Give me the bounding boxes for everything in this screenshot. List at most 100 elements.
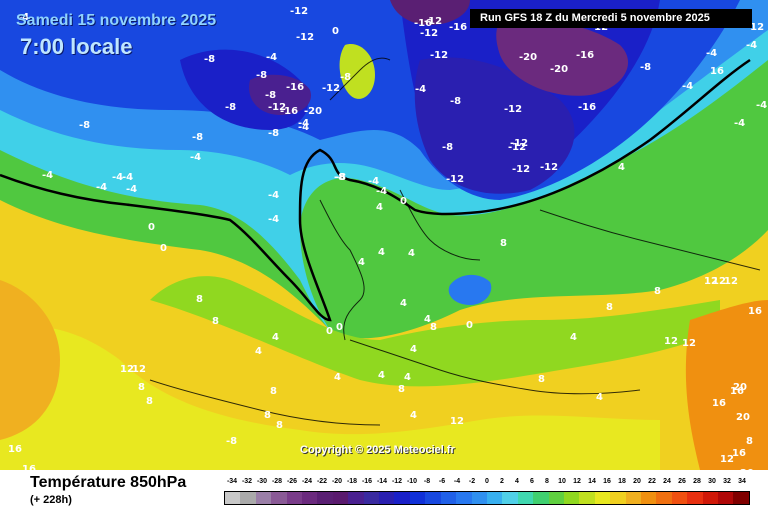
black-sea-blob xyxy=(448,274,492,305)
isotherm-label: 4 xyxy=(378,247,385,258)
legend-tick: 20 xyxy=(633,478,641,485)
legend-swatch xyxy=(563,492,580,504)
legend-swatch xyxy=(255,492,272,504)
legend-swatch xyxy=(594,492,611,504)
legend-tick: -18 xyxy=(346,478,358,485)
isotherm-label: 0 xyxy=(466,320,473,331)
legend-tick: -2 xyxy=(468,478,476,485)
isotherm-label: -4 xyxy=(112,172,123,183)
zero-isotherm xyxy=(0,58,751,322)
legend-swatch xyxy=(471,492,487,504)
isotherm-label: -12 xyxy=(290,6,308,17)
isotherm-label: 16 xyxy=(732,448,746,459)
isotherm-label: -4 xyxy=(42,170,53,181)
legend-tick: 22 xyxy=(648,478,656,485)
isotherm-label: -12 xyxy=(268,102,286,113)
isotherm-label: 12 xyxy=(664,336,678,347)
isotherm-label: 12 xyxy=(120,364,134,375)
isotherm-label: 16 xyxy=(712,398,726,409)
legend-tick: -6 xyxy=(438,478,446,485)
legend-tick: -20 xyxy=(331,478,343,485)
isotherm-label: 12 xyxy=(682,338,696,349)
isotherm-label: -4 xyxy=(298,118,309,129)
isotherm-label: 20 xyxy=(740,468,754,470)
isotherm-label: -4 xyxy=(415,84,426,95)
legend-ticks: -34 -32 -30 -28 -26 -24 -22 -20 -18 -16 -14 -12 -10-… xyxy=(224,478,750,490)
isotherm-label: -8 xyxy=(225,102,236,113)
isotherm-label: -12 xyxy=(508,142,526,153)
isotherm-label: -4 xyxy=(368,176,379,187)
isotherm-label: 8 xyxy=(398,384,405,395)
color-legend: -34 -32 -30 -28 -26 -24 -22 -20 -18 -16 -14 -12 -10-… xyxy=(224,478,750,508)
isotherm-label: 8 xyxy=(264,410,271,421)
isotherm-label: -4 xyxy=(734,118,745,129)
isotherm-label: -12 xyxy=(512,164,530,175)
isotherm-label: 8 xyxy=(270,386,277,397)
field-orange-west xyxy=(0,280,60,440)
legend-swatch xyxy=(409,492,426,504)
isotherm-label: 4 xyxy=(334,372,341,383)
legend-swatch xyxy=(379,492,395,504)
footer: Température 850hPa (+ 228h) -34 -32 -30 -28… xyxy=(0,470,768,512)
legend-tick: -12 xyxy=(391,478,403,485)
legend-tick: -30 xyxy=(256,478,268,485)
isotherm-label: 8 xyxy=(276,420,283,431)
isotherm-label: 12 xyxy=(704,276,718,287)
isotherm-label: 4 xyxy=(378,370,385,381)
isotherm-label: -20 xyxy=(550,64,568,75)
legend-swatch xyxy=(440,492,457,504)
isotherm-label: 4 xyxy=(596,392,603,403)
legend-swatch xyxy=(656,492,672,504)
forecast-date: Samedi 15 novembre 2025 xyxy=(16,12,217,29)
legend-swatch xyxy=(671,492,688,504)
legend-swatch xyxy=(640,492,657,504)
isotherm-label: 8 xyxy=(746,436,753,447)
isotherm-label: 8 xyxy=(212,316,219,327)
isotherm-label: 12 xyxy=(132,364,146,375)
isotherm-label: 8 xyxy=(606,302,613,313)
field-light-green xyxy=(150,276,720,387)
legend-tick: -14 xyxy=(376,478,388,485)
isotherm-label: -4 xyxy=(18,12,29,23)
isotherm-label: -16 xyxy=(414,18,432,29)
legend-tick: 8 xyxy=(545,478,549,485)
field-purple-nw xyxy=(249,74,311,115)
isotherm-label: 16 xyxy=(22,464,36,470)
legend-swatch xyxy=(348,492,364,504)
isotherm-label: 0 xyxy=(400,196,407,207)
isotherm-label: -16 xyxy=(576,50,594,61)
isotherm-label: -12 xyxy=(746,22,764,33)
legend-tick: -34 xyxy=(226,478,238,485)
legend-swatch xyxy=(533,492,549,504)
legend-tick: 28 xyxy=(693,478,701,485)
isotherm-label: -20 xyxy=(519,52,537,63)
isotherm-label: -4 xyxy=(190,152,201,163)
isotherm-label: 4 xyxy=(410,410,417,421)
isotherm-label: 8 xyxy=(146,396,153,407)
isotherm-label: -4 xyxy=(298,122,309,133)
legend-tick: -24 xyxy=(301,478,313,485)
legend-swatch xyxy=(363,492,380,504)
legend-tick: -28 xyxy=(271,478,283,485)
isotherm-label: 8 xyxy=(500,238,507,249)
isotherm-label: 4 xyxy=(400,298,407,309)
isotherm-label: 0 xyxy=(148,222,155,233)
legend-swatch xyxy=(286,492,303,504)
field-orange-east xyxy=(685,300,768,470)
isotherm-label: -16 xyxy=(449,22,467,33)
isotherm-label: -4 xyxy=(96,182,107,193)
legend-swatch xyxy=(240,492,256,504)
legend-swatch xyxy=(579,492,595,504)
field-purple-top xyxy=(390,0,470,25)
legend-swatch xyxy=(271,492,287,504)
isotherm-label: 16 xyxy=(730,386,744,397)
isotherm-label: -8 xyxy=(265,90,276,101)
isotherm-label: -16 xyxy=(578,102,596,113)
isotherm-label: -4 xyxy=(376,186,387,197)
legend-swatch xyxy=(687,492,703,504)
legend-swatch xyxy=(425,492,441,504)
isotherm-label: 4 xyxy=(408,248,415,259)
isotherm-label: -4 xyxy=(706,48,717,59)
legend-swatch xyxy=(332,492,349,504)
isotherm-label: 4 xyxy=(424,314,431,325)
